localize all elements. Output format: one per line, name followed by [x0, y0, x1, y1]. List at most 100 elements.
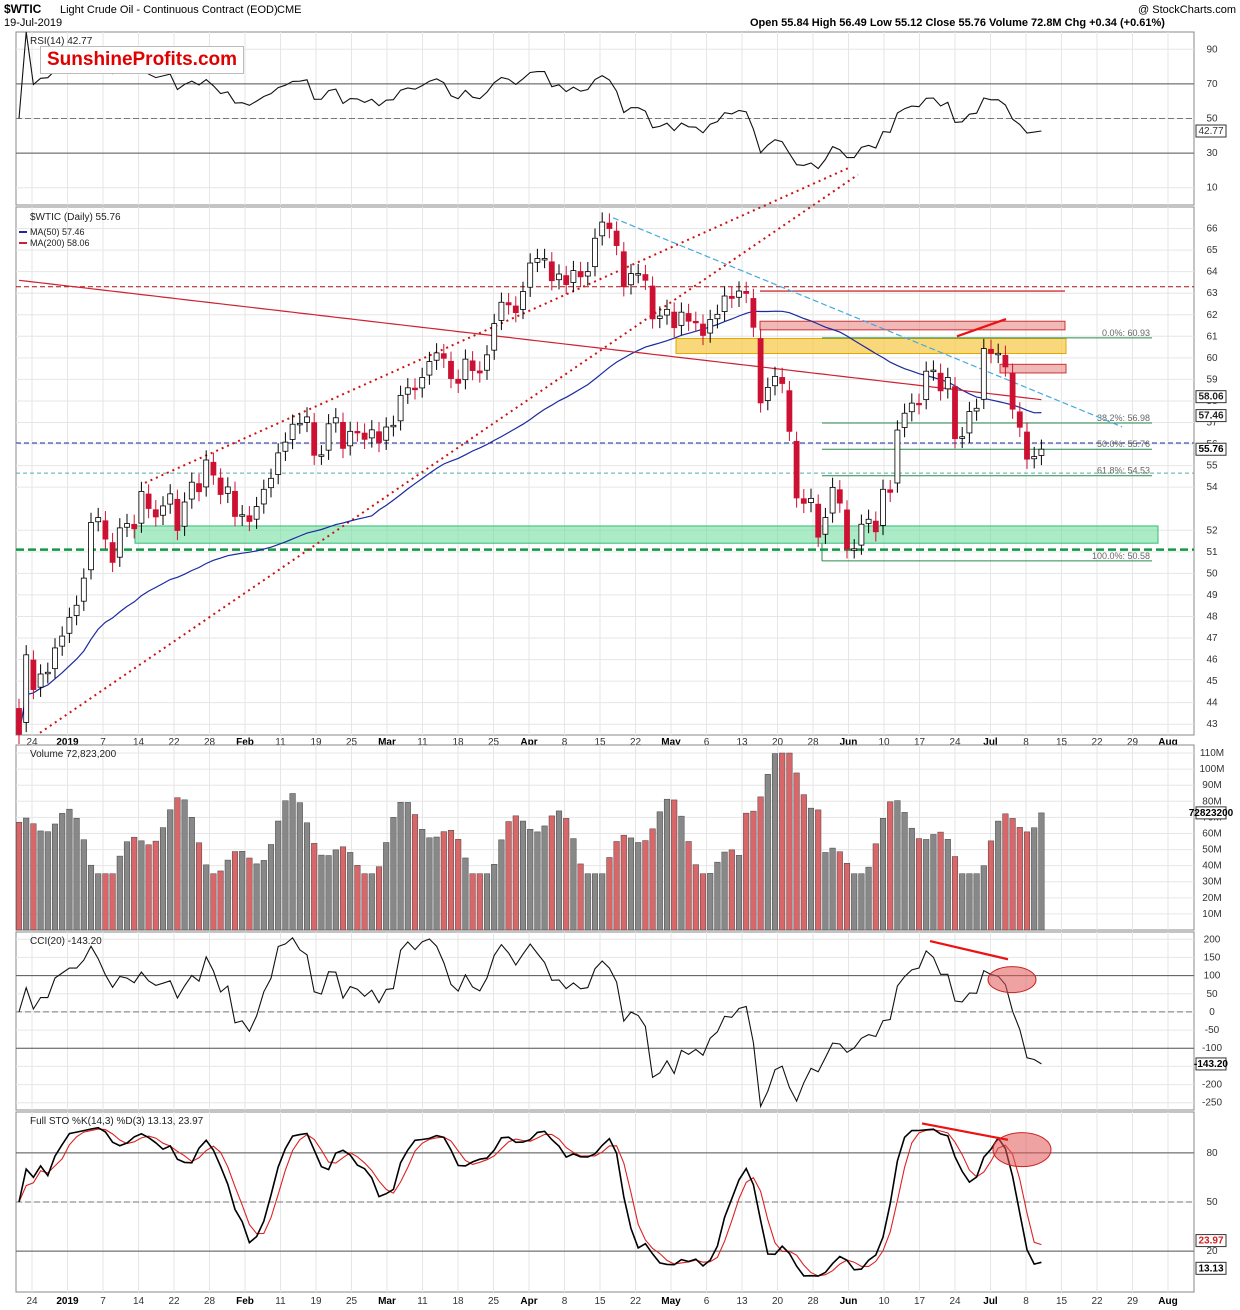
x-axis-label: 20 [772, 737, 784, 748]
candle [340, 421, 346, 449]
candle [124, 523, 130, 528]
volume-bar [512, 815, 519, 931]
candle [736, 290, 742, 298]
cci-tick: -250 [1202, 1098, 1222, 1109]
volume-bar [95, 873, 102, 931]
candle [944, 377, 951, 390]
candle [923, 370, 930, 401]
volume-bar [123, 841, 131, 931]
cci-legend: CCI(20) -143.20 [30, 936, 102, 947]
volume-bar [771, 753, 779, 931]
fib-label: 50.0%: 55.76 [1097, 439, 1150, 449]
price-tick: 43 [1206, 719, 1218, 730]
cci-tick: 0 [1209, 1007, 1215, 1018]
volume-bar [678, 815, 685, 931]
volume-bar [836, 851, 843, 931]
candle [512, 305, 519, 314]
volume-tick: 90M [1202, 780, 1221, 791]
volume-bar [447, 830, 455, 931]
volume-bar [498, 839, 505, 931]
candle [851, 548, 858, 551]
volume-bar [923, 839, 930, 931]
candle [296, 422, 303, 426]
volume-bar [15, 821, 23, 931]
candle [152, 509, 159, 518]
volume-bar [483, 873, 491, 931]
x-axis-label-bottom: 25 [488, 1296, 500, 1307]
x-axis-label-bottom: 29 [1127, 1296, 1139, 1307]
cci-value-box [1195, 1057, 1227, 1071]
volume-bar [109, 873, 116, 931]
candle [383, 426, 390, 441]
volume-bar [30, 823, 37, 931]
candle [1038, 448, 1045, 456]
volume-bar [591, 873, 599, 931]
x-axis-label-bottom: 7 [100, 1296, 106, 1307]
volume-bar [915, 838, 923, 931]
candle [239, 514, 246, 517]
chart-name: Light Crude Oil - Continuous Contract (E… [60, 4, 278, 16]
volume-tick: 20M [1202, 893, 1221, 904]
volume-bar [267, 844, 275, 931]
volume-bar [354, 865, 361, 931]
x-axis-label: 14 [133, 737, 145, 748]
candle [268, 477, 274, 489]
candle [23, 654, 30, 723]
candle [1002, 354, 1009, 368]
candle [534, 258, 541, 263]
candle [210, 461, 217, 476]
candle [354, 431, 361, 434]
volume-bar [390, 817, 397, 931]
volume-bar [743, 812, 750, 931]
x-axis-label: 28 [807, 737, 819, 748]
candle [606, 222, 613, 229]
candle [952, 386, 958, 440]
volume-bar [872, 843, 879, 931]
stockcharts-credit: @ StockCharts.com [1138, 4, 1236, 16]
candle [707, 319, 714, 334]
x-axis-label-bottom: Apr [520, 1296, 537, 1307]
candle [786, 390, 793, 432]
rsi-value-label: 42.77 [1198, 126, 1223, 137]
volume-bar [692, 864, 699, 931]
candle [397, 394, 404, 422]
volume-bar [959, 873, 966, 931]
rsi-value-box [1195, 124, 1227, 138]
candle [462, 358, 469, 381]
candle [16, 708, 22, 735]
x-axis-label: May [661, 737, 681, 748]
volume-bar [951, 856, 959, 931]
volume-bar [260, 860, 267, 931]
volume-bar [980, 865, 987, 931]
volume-bar [339, 846, 347, 931]
candle [858, 523, 865, 546]
candle [484, 354, 490, 371]
candle [318, 454, 325, 457]
price-tick: 46 [1206, 655, 1218, 666]
candle [433, 352, 440, 361]
volume-bar [1031, 827, 1038, 931]
cci-tick: 50 [1206, 989, 1218, 1000]
cci-highlight [987, 966, 1037, 994]
price-tick: 54 [1206, 482, 1218, 493]
volume-bar [455, 839, 462, 931]
x-axis-label: Apr [520, 737, 537, 748]
candle [548, 261, 555, 282]
volume-bar [764, 774, 771, 931]
sto-tick: 50 [1206, 1197, 1218, 1208]
volume-bar [469, 873, 476, 931]
candle [628, 273, 634, 286]
x-axis-label: 29 [1127, 737, 1139, 748]
volume-bar [728, 849, 735, 931]
sto-highlight [992, 1132, 1052, 1168]
candle [275, 452, 282, 475]
x-axis-label: 24 [949, 737, 961, 748]
candle [455, 378, 462, 384]
ma200-value-label: 58.06 [1198, 392, 1223, 403]
price-tick: 52 [1206, 525, 1218, 536]
candle [1009, 372, 1016, 410]
x-axis-label: 22 [630, 737, 642, 748]
candle [491, 323, 498, 351]
volume-bar [757, 796, 764, 931]
